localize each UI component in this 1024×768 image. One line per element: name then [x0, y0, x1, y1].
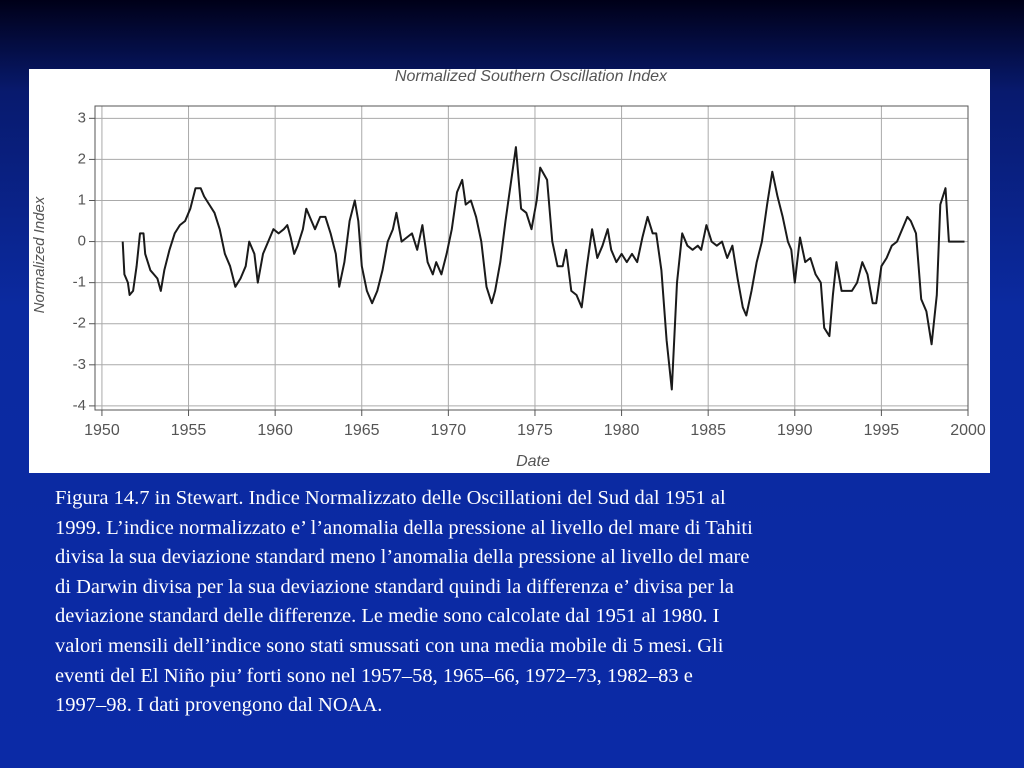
x-tick-label: 1950: [84, 422, 120, 439]
x-tick-label: 1955: [171, 422, 207, 439]
y-tick-label: 1: [78, 191, 86, 208]
caption-line: 1999. L’indice normalizzato e’ l’anomali…: [55, 516, 753, 539]
chart-title: Normalized Southern Oscillation Index: [395, 68, 668, 85]
x-tick-label: 1990: [777, 422, 813, 439]
x-axis-label: Date: [516, 453, 550, 470]
y-tick-label: -1: [73, 274, 86, 291]
x-tick-label: 1960: [257, 422, 293, 439]
caption-line: eventi del El Niño piu’ forti sono nel 1…: [55, 664, 693, 687]
x-tick-label: 1995: [864, 422, 900, 439]
plot-frame: [94, 105, 969, 411]
y-tick-label: -3: [73, 356, 86, 373]
x-tick-label: 1965: [344, 422, 380, 439]
data-line: [121, 146, 965, 391]
x-tick-label: 1985: [690, 422, 726, 439]
caption-line: di Darwin divisa per la sua deviazione s…: [55, 575, 734, 598]
x-tick-label: 1980: [604, 422, 640, 439]
caption-line: 1997–98. I dati provengono dal NOAA.: [55, 694, 383, 717]
y-tick-label: 0: [78, 233, 86, 250]
caption-line: deviazione standard delle differenze. Le…: [55, 605, 720, 628]
y-tick-label: -2: [73, 315, 86, 332]
caption-line: Figura 14.7 in Stewart. Indice Normalizz…: [55, 487, 726, 509]
x-tick-label: 2000: [950, 422, 986, 439]
x-tick-label: 1970: [431, 422, 467, 439]
caption-line: divisa la sua deviazione standard meno l…: [55, 546, 750, 569]
y-axis-label: Normalized Index: [31, 196, 48, 313]
caption-line: valori mensili dell’indice sono stati sm…: [55, 634, 724, 657]
chart-background: [29, 69, 990, 473]
caption: Figura 14.7 in Stewart. Indice Normalizz…: [55, 484, 995, 721]
y-tick-label: -4: [73, 397, 86, 414]
y-tick-label: 2: [78, 150, 86, 167]
x-tick-label: 1975: [517, 422, 553, 439]
y-tick-label: 3: [78, 109, 86, 126]
